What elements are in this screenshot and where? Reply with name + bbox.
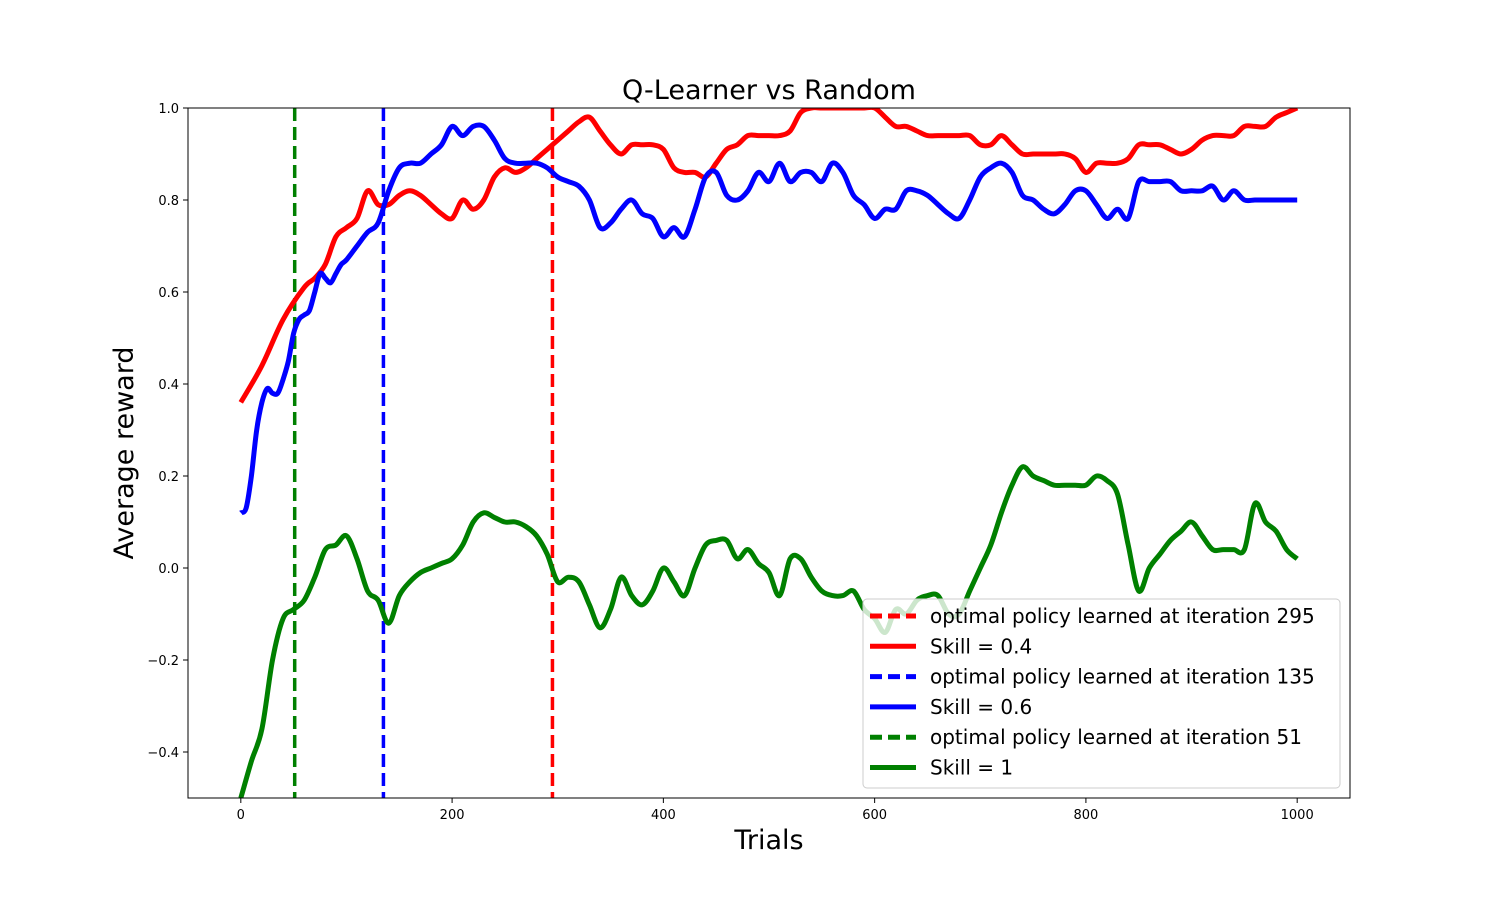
x-tick-label: 0 [237,808,245,823]
legend-label: Skill = 0.6 [930,695,1032,719]
optimal-policy-markers [292,108,555,798]
y-tick-label: 0.8 [158,194,179,209]
y-tick-label: 0.0 [158,562,179,577]
series-line [239,122,1298,516]
y-axis-label: Average reward [109,347,140,560]
chart-title: Q-Learner vs Random [622,75,916,106]
x-tick-label: 200 [440,808,465,823]
legend-label: optimal policy learned at iteration 295 [930,604,1315,628]
plot-area-frame [187,107,1351,799]
x-axis-ticks: 0 200 400 600 800 1000 [237,798,1314,823]
y-axis-ticks: −0.4 −0.2 0.0 0.2 0.4 0.6 0.8 1.0 [147,102,188,761]
y-tick-label: −0.2 [147,654,179,669]
legend-label: Skill = 0.4 [930,634,1032,658]
series-line [238,108,1299,404]
x-tick-label: 400 [651,808,676,823]
x-tick-label: 800 [1073,808,1098,823]
legend: optimal policy learned at iteration 295 S… [862,598,1341,789]
y-tick-label: −0.4 [147,746,179,761]
legend-box [862,598,1341,789]
y-tick-label: 1.0 [158,102,179,117]
legend-label: Skill = 1 [930,756,1013,780]
series-lines [238,108,1299,798]
legend-label: optimal policy learned at iteration 51 [930,725,1302,749]
y-tick-label: 0.4 [158,378,179,393]
legend-label: optimal policy learned at iteration 135 [930,665,1315,689]
x-tick-label: 600 [862,808,887,823]
series-line [238,464,1299,798]
x-tick-label: 1000 [1281,808,1314,823]
y-tick-label: 0.6 [158,286,179,301]
y-tick-label: 0.2 [158,470,179,485]
x-axis-label: Trials [733,825,803,856]
